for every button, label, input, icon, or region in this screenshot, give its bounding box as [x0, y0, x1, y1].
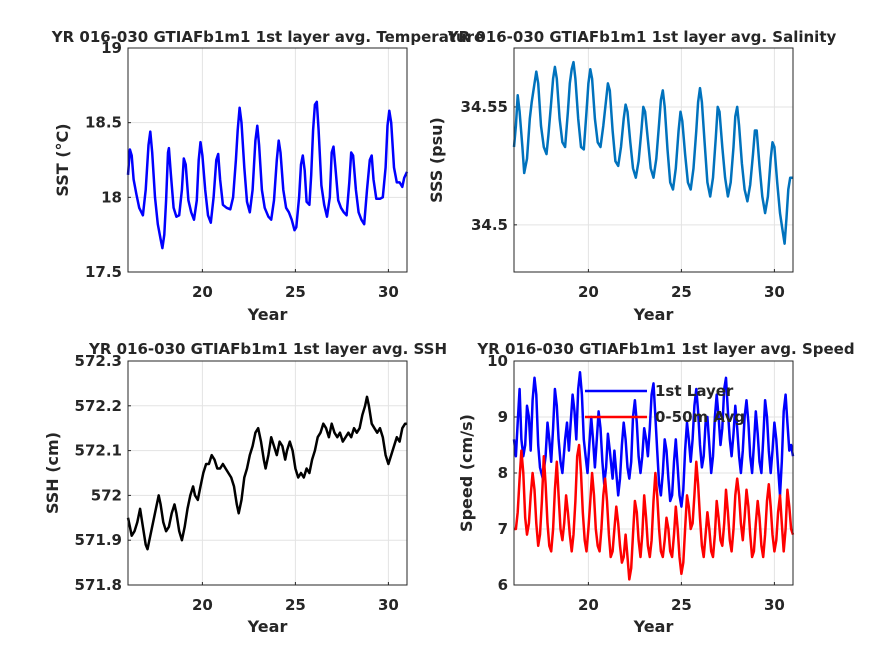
chart-3-series-1-line	[126, 395, 407, 551]
chart-1-y-tick-label: 18	[101, 188, 122, 206]
chart-2-series-1-line	[512, 60, 793, 245]
chart-1-y-axis-label: SST (°C)	[53, 123, 72, 196]
chart-1-plot-area	[127, 47, 408, 273]
chart-2-x-tick-label: 20	[578, 283, 599, 301]
chart-1-series-1-line	[126, 100, 409, 250]
chart-2-y-tick-label: 34.5	[471, 216, 508, 234]
chart-3-y-tick-label: 572.3	[75, 352, 122, 370]
chart-3-y-tick-label: 571.8	[75, 576, 122, 594]
chart-3-x-tick-label: 20	[192, 596, 213, 614]
chart-2-x-axis-label: Year	[633, 305, 674, 324]
chart-1-x-tick-label: 25	[285, 283, 306, 301]
chart-4-x-tick-label: 30	[764, 596, 785, 614]
chart-3-x-tick-label: 25	[285, 596, 306, 614]
chart-1-y-tick-label: 17.5	[85, 263, 122, 281]
chart-2-plot-area	[513, 47, 794, 273]
chart-4-series-1-line	[512, 370, 795, 508]
chart-3: 20 25 30 571.8 571.9 572 572.1 572.2 572.3YR 016…	[43, 340, 447, 636]
chart-1-x-tick-label: 20	[192, 283, 213, 301]
chart-4-title: YR 016-030 GTIAFb1m1 1st layer avg. Spee…	[476, 340, 854, 358]
chart-4-x-tick-label: 20	[578, 596, 599, 614]
chart-3-x-axis-label: Year	[247, 617, 288, 636]
chart-4-y-tick-label: 6	[498, 576, 508, 594]
chart-2-title: YR 016-030 GTIAFb1m1 1st layer avg. Sali…	[447, 28, 837, 46]
chart-1-y-tick-label: 18.5	[85, 114, 122, 132]
chart-4-legend: 1st Layer 0-50m Avg	[585, 382, 745, 426]
chart-4-axes-box	[513, 360, 794, 586]
chart-1-title: YR 016-030 GTIAFb1m1 1st layer avg. Temp…	[51, 28, 484, 46]
chart-4-x-tick-label: 25	[671, 596, 692, 614]
chart-4-legend-label: 0-50m Avg	[655, 408, 745, 426]
chart-3-plot-area	[127, 360, 408, 586]
chart-3-y-tick-label: 572.2	[75, 397, 122, 415]
chart-3-y-tick-label: 572	[91, 486, 122, 504]
chart-1-x-tick-label: 30	[378, 283, 399, 301]
chart-2: 20 25 30 34.5 34.55 YR 016-030 GTIAFb1m1 1st …	[427, 28, 836, 324]
chart-4-y-tick-label: 9	[498, 408, 508, 426]
chart-3-y-tick-label: 572.1	[75, 442, 122, 460]
chart-1-y-tick-label: 19	[101, 39, 122, 57]
chart-2-y-axis-label: SSS (psu)	[427, 117, 446, 203]
chart-4-x-axis-label: Year	[633, 617, 674, 636]
chart-2-x-tick-label: 30	[764, 283, 785, 301]
chart-3-axes-box	[127, 360, 408, 586]
chart-4-y-axis-label: Speed (cm/s)	[457, 414, 476, 532]
chart-4-y-tick-label: 8	[498, 464, 508, 482]
chart-4-y-tick-label: 7	[498, 520, 508, 538]
chart-2-y-tick-label: 34.55	[461, 98, 508, 116]
chart-1-axes-box	[127, 47, 408, 273]
chart-2-axes-box	[513, 47, 794, 273]
chart-3-y-tick-label: 571.9	[75, 531, 122, 549]
chart-3-title: YR 016-030 GTIAFb1m1 1st layer avg. SSH	[88, 340, 447, 358]
chart-3-y-axis-label: SSH (cm)	[43, 432, 62, 514]
chart-3-x-tick-label: 30	[378, 596, 399, 614]
chart-4-series-2-line	[514, 443, 795, 581]
chart-1-x-axis-label: Year	[247, 305, 288, 324]
chart-4-legend-label: 1st Layer	[655, 382, 734, 400]
chart-2-x-tick-label: 25	[671, 283, 692, 301]
chart-4-y-tick-label: 10	[487, 352, 508, 370]
